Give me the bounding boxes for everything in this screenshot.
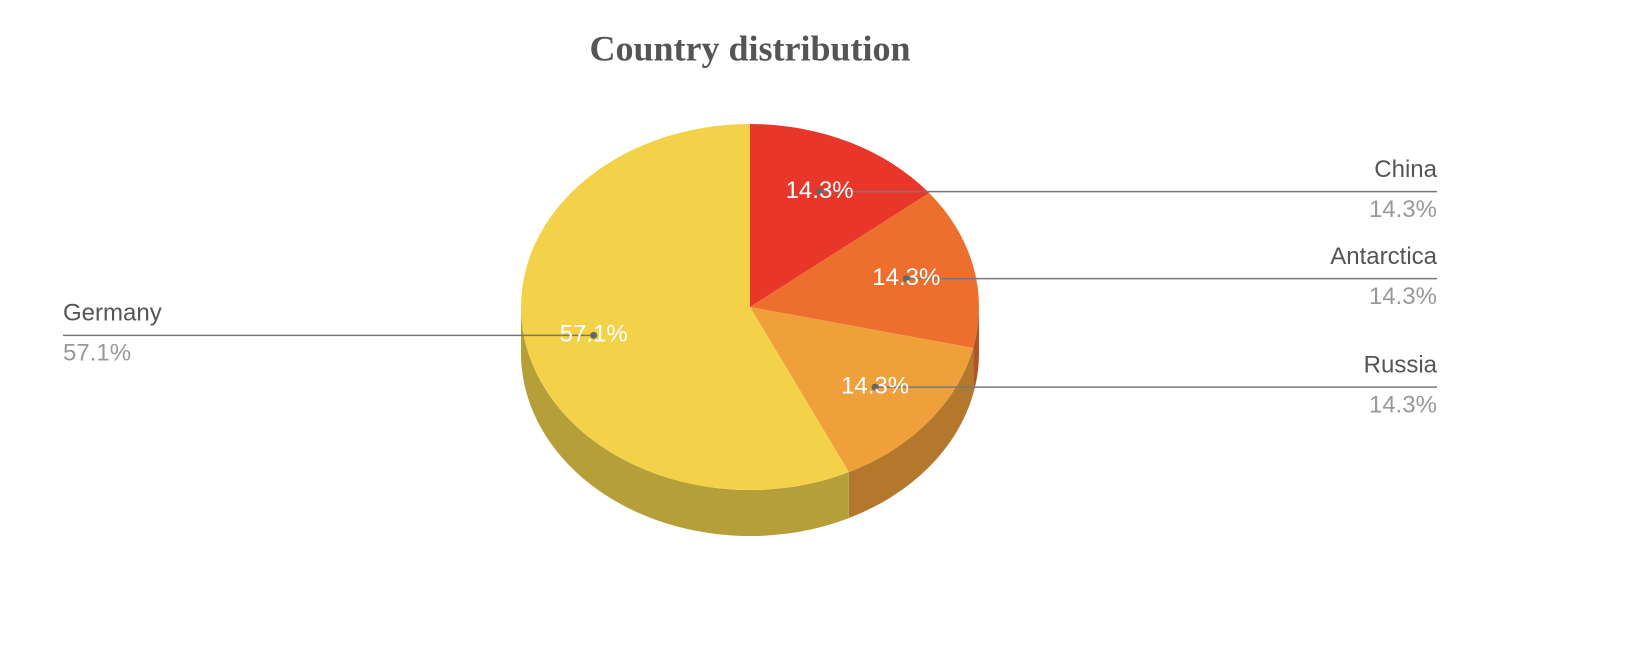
legend-value: 14.3%: [1369, 196, 1437, 223]
leader-dot: [590, 331, 598, 339]
legend-value: 14.3%: [1369, 391, 1437, 418]
slice: [750, 193, 980, 349]
slice-side: [973, 307, 979, 395]
legend-value: 14.3%: [1369, 283, 1437, 310]
leader-dot: [871, 383, 879, 391]
leader-dot: [816, 188, 824, 196]
slice-side: [521, 307, 849, 536]
chart-title: Country distribution: [589, 28, 910, 68]
slice: [520, 124, 849, 490]
slice-label: 57.1%: [560, 321, 628, 348]
leader-dot: [902, 275, 910, 283]
legend-value: 57.1%: [63, 340, 131, 367]
legend-name: China: [1374, 156, 1437, 183]
legend-name: Germany: [63, 300, 162, 327]
slice-side: [848, 348, 974, 519]
slice-label: 14.3%: [841, 372, 909, 399]
slice-label: 14.3%: [786, 177, 854, 204]
slice: [750, 124, 930, 307]
slice-label: 14.3%: [872, 264, 940, 291]
slice: [750, 307, 974, 473]
legend-name: Russia: [1364, 351, 1438, 378]
legend-name: Antarctica: [1330, 243, 1437, 270]
